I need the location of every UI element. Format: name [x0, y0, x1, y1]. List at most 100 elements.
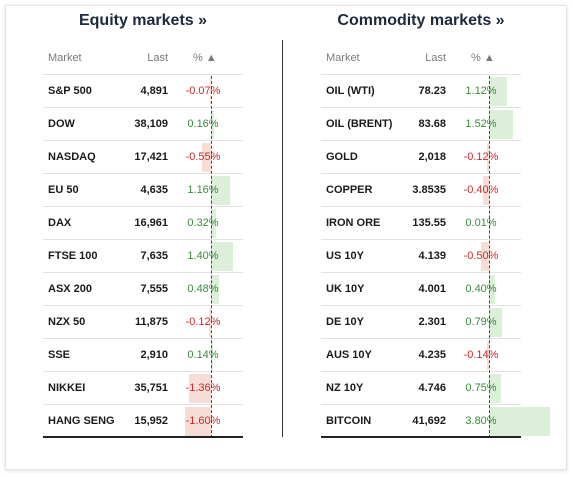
- pct-change: 1.52%: [465, 118, 497, 130]
- market-name[interactable]: OIL (WTI): [326, 85, 375, 97]
- pct-change: 1.16%: [187, 184, 219, 196]
- last-value: 83.68: [418, 118, 446, 130]
- pct-change: -1.36%: [185, 382, 221, 394]
- market-name[interactable]: GOLD: [326, 151, 358, 163]
- market-column-header: Market: [326, 52, 360, 64]
- market-name[interactable]: FTSE 100: [48, 250, 98, 262]
- last-value: 4.001: [418, 283, 446, 295]
- last-value: 7,635: [140, 250, 168, 262]
- last-value: 135.55: [412, 217, 446, 229]
- pct-change: 0.75%: [465, 382, 497, 394]
- zero-line: [489, 76, 490, 438]
- change-bar: [489, 275, 496, 304]
- last-value: 78.23: [418, 85, 446, 97]
- market-name[interactable]: DE 10Y: [326, 316, 364, 328]
- table-row[interactable]: NASDAQ 17,421 -0.55%: [43, 140, 243, 173]
- pct-change: 0.16%: [187, 118, 219, 130]
- pct-change-column-header[interactable]: % ▲: [193, 52, 217, 64]
- market-name[interactable]: SSE: [48, 349, 71, 361]
- change-bar: [481, 242, 489, 271]
- table-row[interactable]: COPPER 3.8535 -0.40%: [321, 173, 521, 206]
- table-row[interactable]: NZ 10Y 4.746 0.75%: [321, 371, 521, 404]
- market-name[interactable]: NZX 50: [48, 316, 86, 328]
- change-bar: [211, 209, 217, 238]
- table-row[interactable]: AUS 10Y 4.235 -0.14%: [321, 338, 521, 371]
- table-row[interactable]: DOW 38,109 0.16%: [43, 107, 243, 140]
- last-column-header: Last: [147, 52, 168, 64]
- market-name[interactable]: ASX 200: [48, 283, 93, 295]
- table-row[interactable]: NIKKEI 35,751 -1.36%: [43, 371, 243, 404]
- markets-card: [5, 5, 567, 470]
- equity-markets-link[interactable]: Equity markets »: [78, 12, 208, 29]
- last-value: 4.139: [418, 250, 446, 262]
- last-value: 3.8535: [412, 184, 446, 196]
- last-value: 2.301: [418, 316, 446, 328]
- last-value: 15,952: [134, 415, 168, 427]
- table-row[interactable]: DAX 16,961 0.32%: [43, 206, 243, 239]
- market-name[interactable]: IRON ORE: [326, 217, 381, 229]
- market-name[interactable]: NZ 10Y: [326, 382, 364, 394]
- table-row[interactable]: NZX 50 11,875 -0.12%: [43, 305, 243, 338]
- table-row[interactable]: UK 10Y 4.001 0.40%: [321, 272, 521, 305]
- market-name[interactable]: EU 50: [48, 184, 79, 196]
- change-bar: [486, 341, 489, 370]
- market-name[interactable]: COPPER: [326, 184, 373, 196]
- pct-change: 1.40%: [187, 250, 219, 262]
- pct-change: 0.40%: [465, 283, 497, 295]
- market-name[interactable]: UK 10Y: [326, 283, 365, 295]
- pct-change: -1.60%: [185, 415, 221, 427]
- table-row[interactable]: EU 50 4,635 1.16%: [43, 173, 243, 206]
- table-row[interactable]: SSE 2,910 0.14%: [43, 338, 243, 371]
- pct-change-column-header[interactable]: % ▲: [471, 52, 495, 64]
- change-bar: [489, 407, 550, 436]
- table-row[interactable]: GOLD 2,018 -0.12%: [321, 140, 521, 173]
- table-row[interactable]: OIL (BRENT) 83.68 1.52%: [321, 107, 521, 140]
- table-row[interactable]: BITCOIN 41,692 3.80%: [321, 404, 550, 437]
- market-name[interactable]: NASDAQ: [48, 151, 96, 163]
- market-name[interactable]: S&P 500: [48, 85, 92, 97]
- change-bar: [185, 407, 211, 436]
- table-row[interactable]: OIL (WTI) 78.23 1.12%: [321, 74, 521, 107]
- commodity-table-body: OIL (WTI) 78.23 1.12% OIL (BRENT) 83.68 1.52%…: [321, 74, 550, 437]
- market-name[interactable]: DOW: [48, 118, 75, 130]
- change-bar: [189, 374, 211, 403]
- table-row[interactable]: S&P 500 4,891 -0.07%: [43, 74, 243, 107]
- table-row[interactable]: DE 10Y 2.301 0.79%: [321, 305, 521, 338]
- market-name[interactable]: BITCOIN: [326, 415, 372, 427]
- market-name[interactable]: HANG SENG: [48, 415, 115, 427]
- table-row[interactable]: IRON ORE 135.55 0.01%: [321, 206, 521, 239]
- change-bar: [482, 176, 489, 205]
- market-name[interactable]: US 10Y: [326, 250, 364, 262]
- table-row[interactable]: HANG SENG 15,952 -1.60%: [43, 404, 243, 437]
- table-row[interactable]: FTSE 100 7,635 1.40%: [43, 239, 243, 272]
- market-name[interactable]: DAX: [48, 217, 72, 229]
- table-bottom-rule: [321, 436, 521, 438]
- last-value: 41,692: [412, 415, 446, 427]
- pct-change: -0.14%: [463, 349, 499, 361]
- last-value: 4.746: [418, 382, 446, 394]
- change-bar: [211, 242, 234, 271]
- market-name[interactable]: NIKKEI: [48, 382, 86, 394]
- pct-change: 0.48%: [187, 283, 219, 295]
- equity-table-body: S&P 500 4,891 -0.07% DOW 38,109 0.16% NASDAQ 17…: [43, 74, 243, 437]
- equity-table-header: Market Last % ▲: [43, 50, 243, 67]
- pct-change: -0.40%: [463, 184, 499, 196]
- commodity-markets-link[interactable]: Commodity markets »: [337, 12, 505, 29]
- change-bar: [489, 110, 514, 139]
- change-bar: [202, 143, 211, 172]
- market-name[interactable]: AUS 10Y: [326, 349, 372, 361]
- market-column-header: Market: [48, 52, 82, 64]
- change-bar: [209, 77, 211, 106]
- change-bar: [211, 110, 214, 139]
- table-row[interactable]: US 10Y 4.139 -0.50%: [321, 239, 521, 272]
- commodity-table-header: Market Last % ▲: [321, 50, 521, 67]
- change-bar: [489, 77, 507, 106]
- table-bottom-rule: [43, 436, 243, 438]
- pct-change: 3.80%: [465, 415, 497, 427]
- table-row[interactable]: ASX 200 7,555 0.48%: [43, 272, 243, 305]
- change-bar: [489, 308, 502, 337]
- pct-change: 1.12%: [465, 85, 497, 97]
- last-value: 2,018: [418, 151, 446, 163]
- change-bar: [487, 143, 489, 172]
- market-name[interactable]: OIL (BRENT): [326, 118, 393, 130]
